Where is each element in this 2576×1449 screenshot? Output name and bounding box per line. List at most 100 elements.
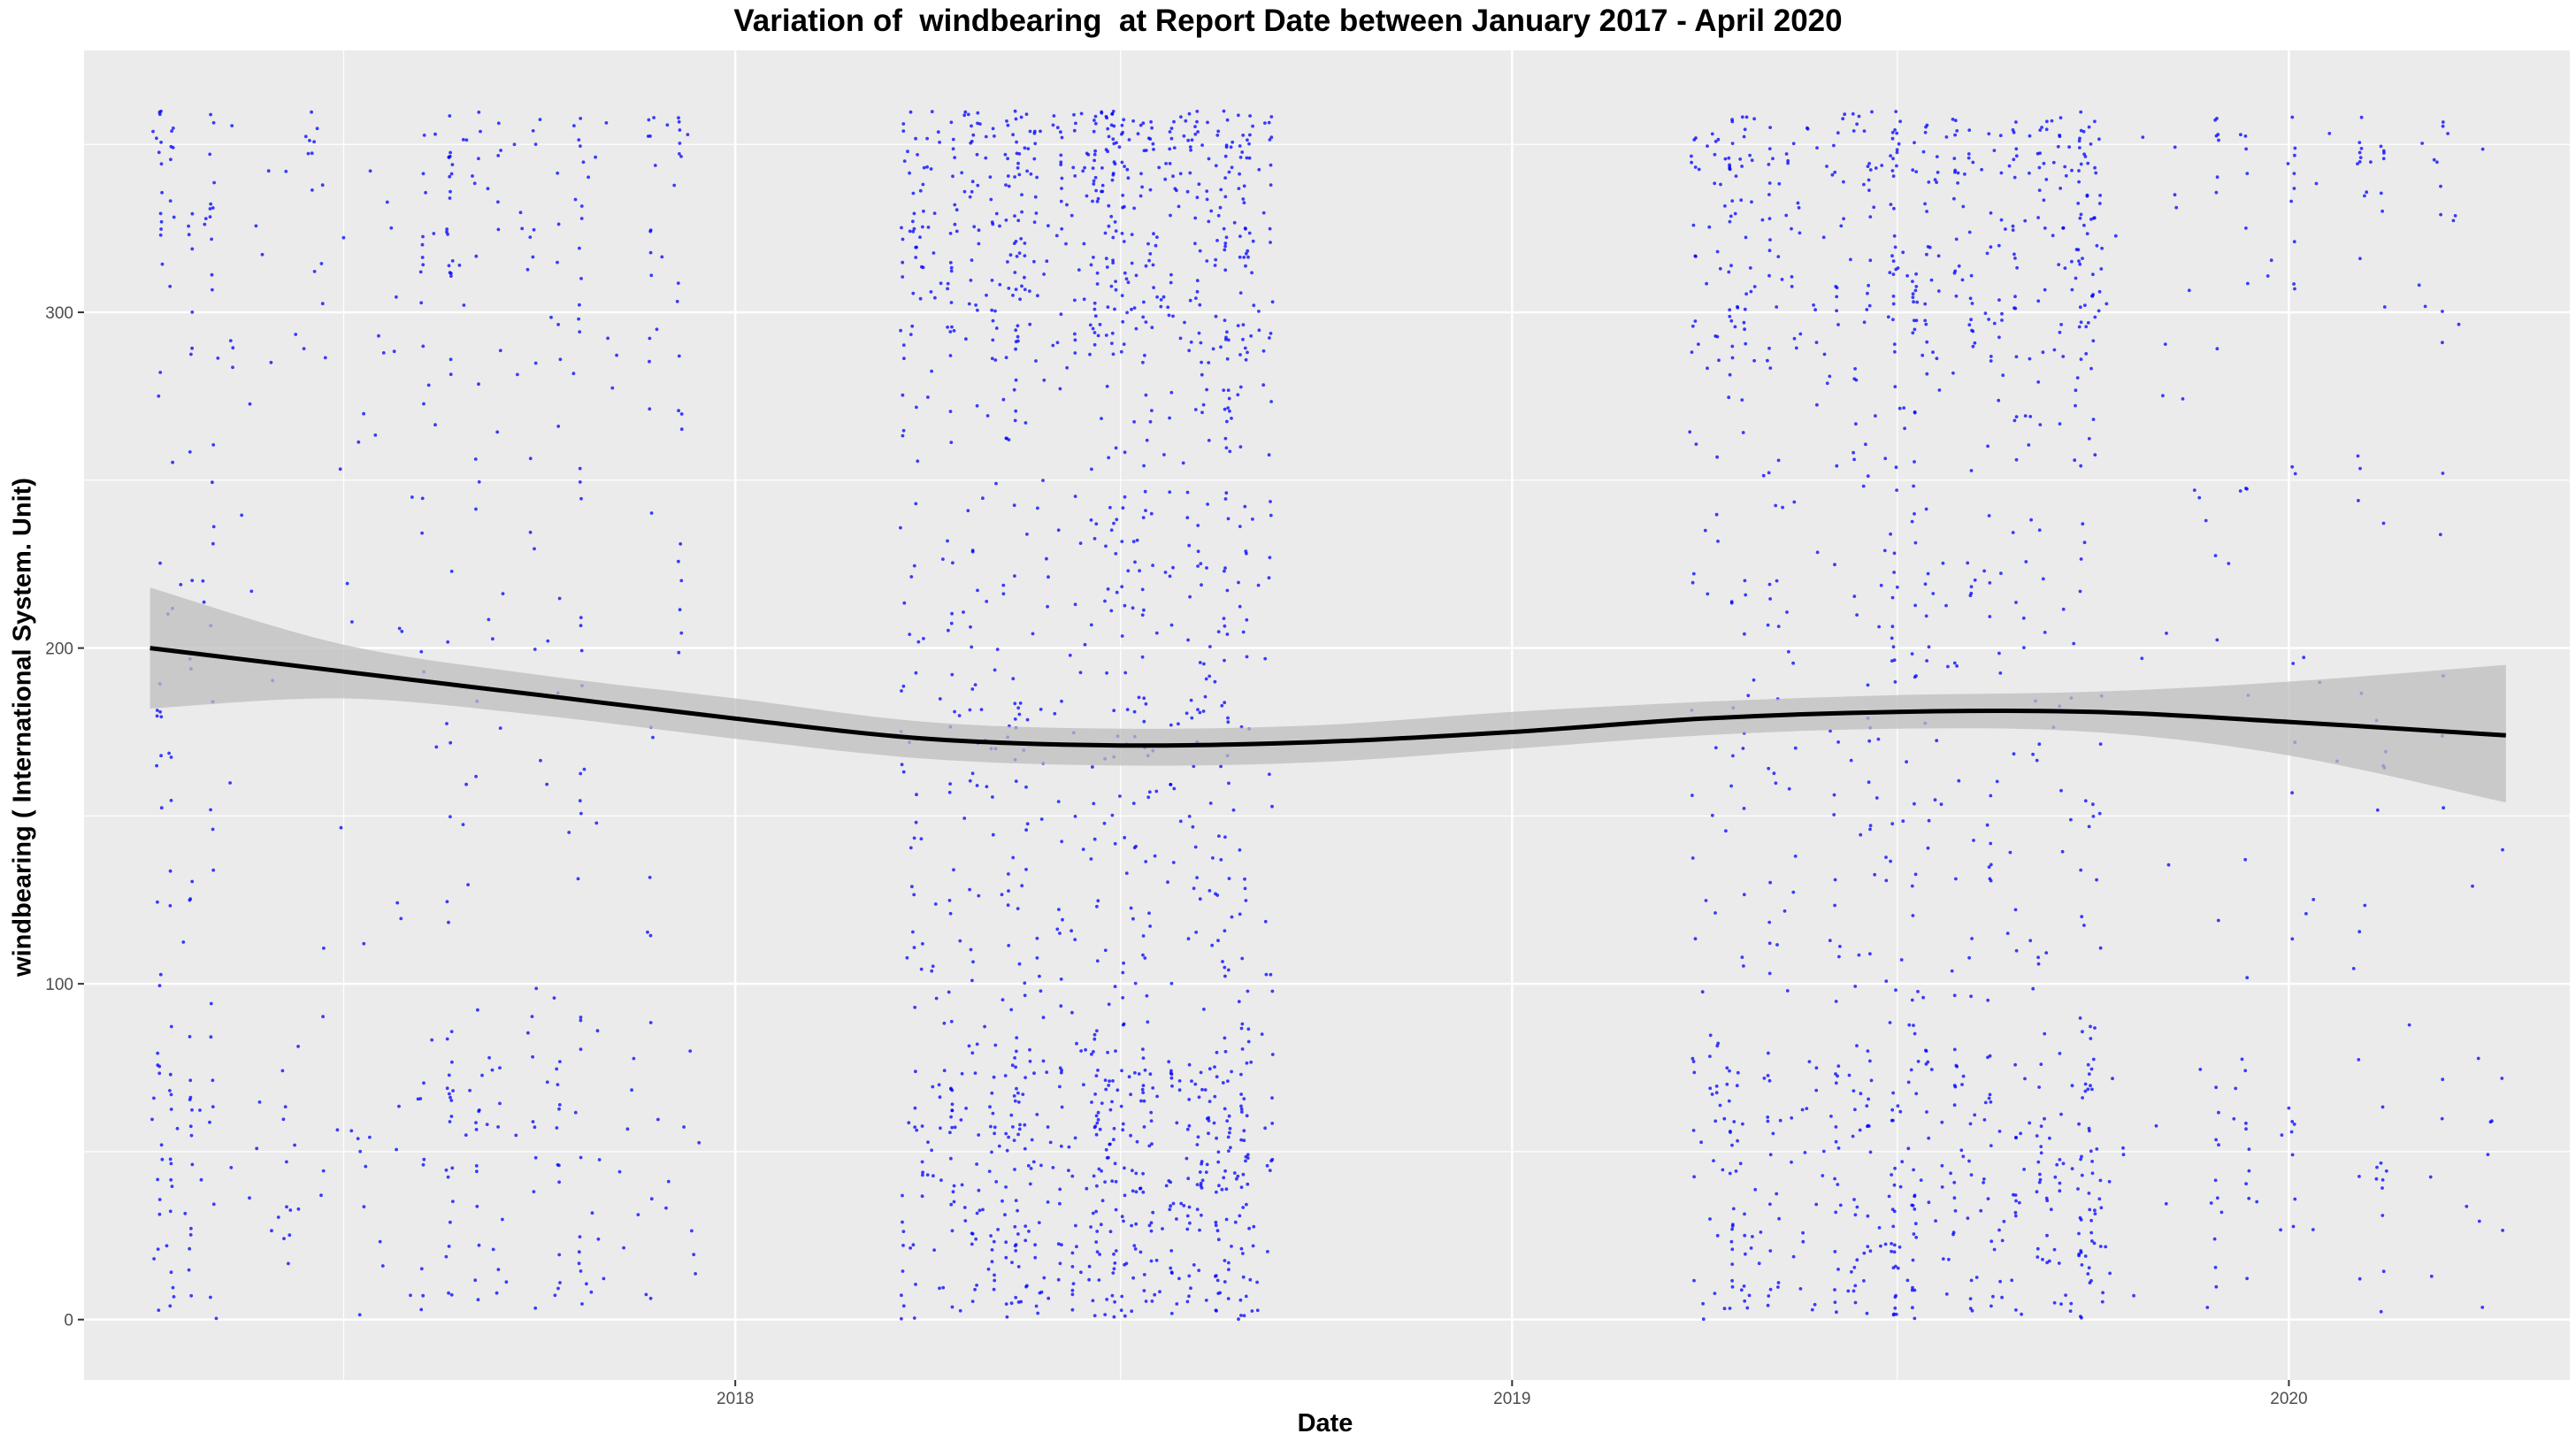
data-point [1776,255,1781,258]
data-point [1836,131,1840,135]
data-point [320,183,325,188]
data-point [946,539,949,543]
data-point [1889,154,1893,158]
data-point [947,899,952,902]
data-point [1248,1277,1253,1282]
data-point [976,183,980,188]
data-point [1268,556,1272,560]
data-point [1744,341,1748,346]
data-point [941,1285,946,1290]
data-point [1016,1132,1020,1137]
data-point [1225,118,1230,122]
data-point [2008,850,2012,855]
data-point [532,1190,536,1193]
data-point [1912,1024,1915,1027]
data-point [1747,1293,1752,1298]
data-point [339,825,343,830]
data-point [2081,1096,2085,1100]
data-point [1013,702,1017,706]
data-point [1072,128,1077,133]
data-point [573,197,578,202]
data-point [1890,595,1895,600]
data-point [1205,1162,1209,1167]
data-point [155,136,158,141]
data-point [2439,212,2443,217]
data-point [2011,228,2015,232]
data-point [1952,271,1957,275]
data-point [1045,1070,1049,1074]
data-point [2079,868,2083,872]
x-axis-title: Date [1297,1409,1353,1438]
data-point [958,939,962,943]
data-point [211,443,216,447]
data-point [496,154,501,157]
data-point [2216,918,2220,923]
data-point [1016,1232,1020,1236]
data-point [533,547,536,551]
data-point [2428,1175,2433,1179]
data-point [1207,361,1211,364]
data-point [1857,953,1861,957]
data-point [287,1261,290,1266]
data-point [1897,142,1901,146]
data-point [284,169,288,173]
data-point [1838,945,1842,948]
data-point [1890,1208,1895,1211]
data-point [1028,289,1031,293]
data-point [1957,778,1961,783]
data-point [1767,147,1772,151]
data-point [991,222,995,226]
data-point [1001,397,1006,402]
data-point [1890,822,1895,826]
data-point [946,281,950,286]
data-point [1186,138,1191,142]
data-point [1851,1134,1855,1138]
data-point [1110,1179,1115,1183]
data-point [1028,322,1032,326]
data-point [2451,218,2456,223]
data-point [1092,801,1096,806]
data-point [579,624,583,628]
data-point [1094,522,1099,526]
data-point [158,561,162,565]
data-point [2028,356,2032,361]
data-point [538,118,542,122]
data-point [636,1213,640,1216]
data-point [2161,394,2165,398]
data-point [1264,972,1269,977]
data-point [960,1071,964,1076]
data-point [2215,175,2220,180]
data-point [1078,671,1083,675]
data-point [2037,528,2042,533]
data-point [1768,366,1773,370]
data-point [581,160,586,165]
data-point [1853,1284,1858,1288]
data-point [1092,129,1096,134]
data-point [1095,1029,1099,1033]
data-point [1744,292,1748,296]
data-point [1966,561,1970,565]
data-point [1987,1096,1991,1100]
data-point [978,1208,982,1213]
data-point [1766,1074,1770,1077]
data-point [921,225,924,229]
data-point [1892,1250,1897,1254]
data-point [1246,249,1250,253]
data-point [1036,1311,1040,1315]
data-point [2052,348,2057,352]
data-point [652,116,656,119]
data-point [1113,307,1116,311]
data-point [1007,889,1010,893]
data-point [1743,327,1746,332]
data-point [1105,1156,1109,1160]
data-point [1837,954,1841,959]
data-point [449,274,453,278]
data-point [2077,259,2081,263]
data-point [1814,1088,1819,1092]
data-point [504,1280,509,1284]
data-point [231,346,235,350]
data-point [2290,937,2295,941]
data-point [1132,206,1136,211]
data-point [1213,679,1217,684]
data-point [1073,938,1077,941]
